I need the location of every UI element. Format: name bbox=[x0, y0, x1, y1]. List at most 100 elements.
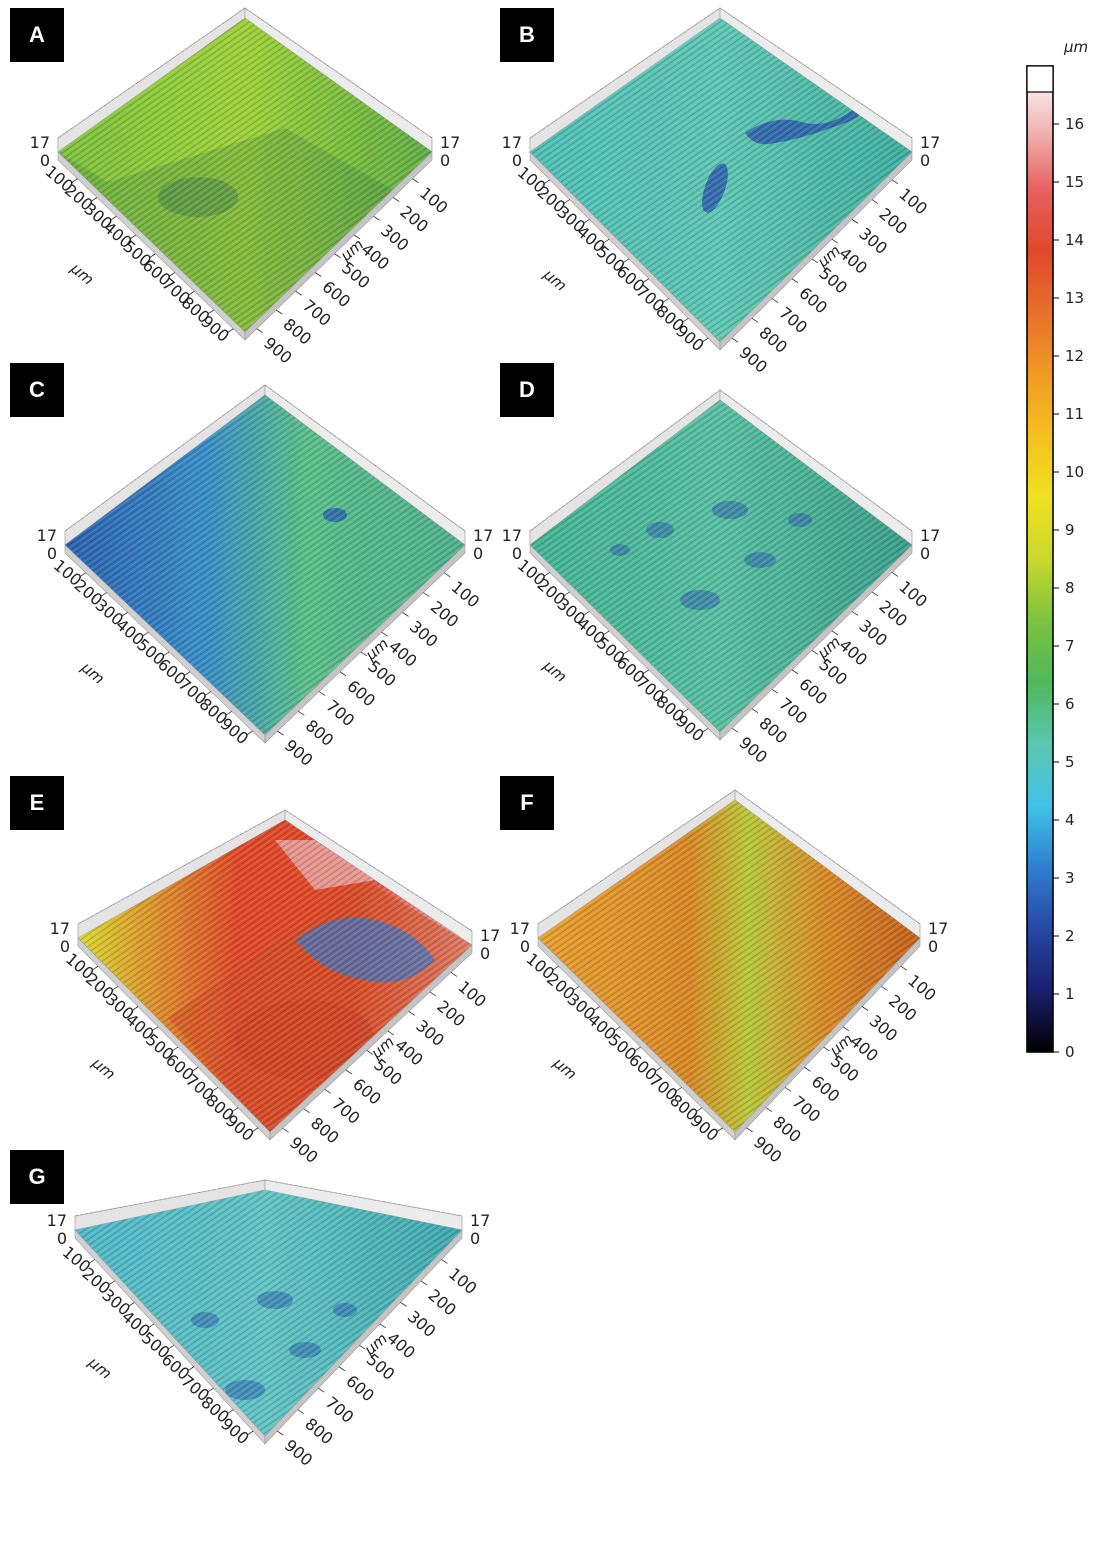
colorbar-tick: 3 bbox=[1065, 869, 1075, 887]
colorbar-tick: 9 bbox=[1065, 521, 1075, 539]
panel-label: G bbox=[10, 1150, 64, 1204]
panel-label: F bbox=[500, 776, 554, 830]
z-axis-top-label: 17 bbox=[37, 526, 57, 545]
front-wall-right bbox=[264, 544, 466, 744]
colorbar-tick: 0 bbox=[1065, 1043, 1075, 1061]
colorbar-tick: 4 bbox=[1065, 811, 1075, 829]
z-axis-bottom-label: 0 bbox=[520, 937, 530, 956]
right-axis-tick: 200 bbox=[885, 991, 921, 1025]
surface-plot-d: 170170100200300400500600700800900μm10020… bbox=[502, 389, 940, 767]
right-axis-tick: 600 bbox=[795, 674, 831, 708]
right-axis-tick: 800 bbox=[769, 1112, 805, 1146]
right-axis-tick: 100 bbox=[904, 971, 940, 1005]
z-axis-top-label-right: 17 bbox=[928, 919, 948, 938]
surface-plot-e: 170170100200300400500600700800900μm10020… bbox=[50, 809, 500, 1167]
right-axis-tick: 800 bbox=[755, 323, 791, 357]
right-axis-tick: 300 bbox=[404, 1307, 440, 1341]
left-axis-unit: μm bbox=[84, 1353, 115, 1383]
surface-plot-g: 170170100200300400500600700800900μm10020… bbox=[47, 1179, 490, 1470]
right-axis-tick: 800 bbox=[301, 1414, 337, 1448]
right-axis-tick: 700 bbox=[322, 1393, 358, 1427]
z-axis-bottom-label: 0 bbox=[60, 937, 70, 956]
colorbar-unit: μm bbox=[1063, 38, 1088, 56]
right-axis-tick: 700 bbox=[775, 694, 811, 728]
z-axis-top-label-right: 17 bbox=[440, 133, 460, 152]
colorbar-tick: 8 bbox=[1065, 579, 1075, 597]
surface-plot-a: 170170100200300400500600700800900μm10020… bbox=[30, 7, 460, 367]
colorbar-tick: 10 bbox=[1065, 463, 1084, 481]
right-axis-tick: 600 bbox=[808, 1072, 844, 1106]
right-axis-tick: 200 bbox=[433, 996, 469, 1030]
right-axis-tick: 600 bbox=[343, 676, 379, 710]
right-axis-tick: 700 bbox=[789, 1092, 825, 1126]
colorbar-tick: 12 bbox=[1065, 347, 1084, 365]
right-axis-tick: 700 bbox=[328, 1094, 364, 1128]
left-axis-unit: μm bbox=[539, 656, 570, 686]
colorbar-tick: 6 bbox=[1065, 695, 1075, 713]
right-axis-tick: 100 bbox=[454, 977, 490, 1011]
z-axis-top-label: 17 bbox=[502, 526, 522, 545]
right-axis-tick: 500 bbox=[370, 1055, 406, 1089]
panel-label: C bbox=[10, 363, 64, 417]
colorbar-tick: 7 bbox=[1065, 637, 1075, 655]
right-axis-tick: 500 bbox=[827, 1052, 863, 1086]
colorbar-tick: 14 bbox=[1065, 231, 1084, 249]
front-wall-right bbox=[734, 937, 921, 1141]
colorbar-tick: 13 bbox=[1065, 289, 1084, 307]
z-axis-top-label-right: 17 bbox=[480, 926, 500, 945]
right-axis-tick: 100 bbox=[895, 577, 931, 611]
z-axis-top-label-right: 17 bbox=[470, 1211, 490, 1230]
left-axis-unit: μm bbox=[88, 1053, 119, 1083]
z-axis-top-label: 17 bbox=[510, 919, 530, 938]
right-axis-tick: 300 bbox=[866, 1011, 902, 1045]
surface-plot-c: 170170100200300400500600700800900μm10020… bbox=[37, 384, 493, 770]
right-axis-tick: 500 bbox=[815, 655, 851, 689]
right-axis-tick: 300 bbox=[412, 1016, 448, 1050]
colorbar-tick: 11 bbox=[1065, 405, 1084, 423]
right-axis-tick: 400 bbox=[835, 244, 871, 278]
right-axis-tick: 600 bbox=[342, 1371, 378, 1405]
colorbar-tick: 15 bbox=[1065, 173, 1084, 191]
panel-label: B bbox=[500, 8, 554, 62]
right-axis-tick: 500 bbox=[815, 263, 851, 297]
z-axis-top-label-right: 17 bbox=[920, 133, 940, 152]
colorbar-tick: 16 bbox=[1065, 115, 1084, 133]
colorbar-tick: 5 bbox=[1065, 753, 1075, 771]
right-axis-tick: 900 bbox=[750, 1132, 786, 1166]
z-axis-bottom-label-right: 0 bbox=[473, 544, 483, 563]
panel-label: D bbox=[500, 363, 554, 417]
right-axis-tick: 900 bbox=[735, 343, 771, 377]
z-axis-top-label: 17 bbox=[47, 1211, 67, 1230]
z-axis-bottom-label-right: 0 bbox=[440, 151, 450, 170]
right-axis-tick: 300 bbox=[855, 224, 891, 258]
left-axis-unit: μm bbox=[549, 1053, 580, 1083]
right-axis-tick: 600 bbox=[349, 1074, 385, 1108]
z-axis-bottom-label-right: 0 bbox=[480, 944, 490, 963]
z-axis-bottom-label-right: 0 bbox=[920, 151, 930, 170]
right-axis-tick: 900 bbox=[281, 736, 317, 770]
right-axis-tick: 800 bbox=[307, 1113, 343, 1147]
front-wall-right bbox=[719, 151, 913, 351]
right-axis-tick: 900 bbox=[281, 1436, 317, 1470]
z-axis-bottom-label: 0 bbox=[47, 544, 57, 563]
right-axis-tick: 400 bbox=[391, 1035, 427, 1069]
z-axis-bottom-label: 0 bbox=[512, 151, 522, 170]
front-wall-right bbox=[719, 544, 913, 741]
right-axis-tick: 600 bbox=[795, 283, 831, 317]
front-wall-right bbox=[269, 944, 473, 1141]
z-axis-bottom-label-right: 0 bbox=[928, 937, 938, 956]
right-axis-tick: 700 bbox=[775, 303, 811, 337]
z-axis-top-label: 17 bbox=[50, 919, 70, 938]
right-axis-tick: 200 bbox=[875, 204, 911, 238]
z-axis-top-label-right: 17 bbox=[473, 526, 493, 545]
left-axis-unit: μm bbox=[67, 259, 98, 289]
right-axis-tick: 400 bbox=[846, 1031, 882, 1065]
right-axis-tick: 200 bbox=[875, 596, 911, 630]
right-axis-tick: 200 bbox=[424, 1285, 460, 1319]
right-axis-tick: 400 bbox=[385, 637, 421, 671]
right-axis-tick: 100 bbox=[895, 184, 931, 218]
surface-plot-b: 170170100200300400500600700800900μm10020… bbox=[502, 7, 940, 377]
